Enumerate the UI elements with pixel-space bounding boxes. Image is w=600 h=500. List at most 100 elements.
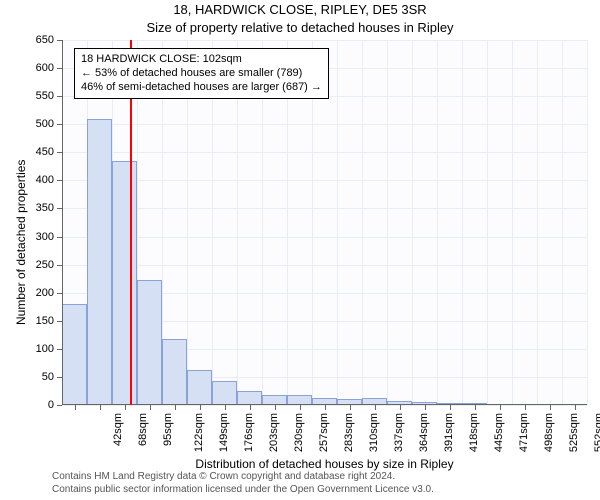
- ytick-label: 550: [22, 90, 54, 102]
- annotation-box: 18 HARDWICK CLOSE: 102sqm← 53% of detach…: [74, 48, 329, 99]
- gridline-h: [62, 124, 587, 125]
- gridline-v: [337, 40, 338, 405]
- ytick-label: 250: [22, 259, 54, 271]
- ytick-label: 100: [22, 343, 54, 355]
- ytick-mark: [57, 180, 62, 181]
- xtick-mark: [225, 405, 226, 410]
- xtick-mark: [550, 405, 551, 410]
- ytick-mark: [57, 96, 62, 97]
- xtick-label: 310sqm: [368, 413, 380, 452]
- xtick-mark: [275, 405, 276, 410]
- gridline-v: [362, 40, 363, 405]
- gridline-h: [62, 180, 587, 181]
- annotation-line-1: 18 HARDWICK CLOSE: 102sqm: [81, 53, 322, 67]
- xtick-label: 525sqm: [568, 413, 580, 452]
- xtick-mark: [75, 405, 76, 410]
- ytick-label: 650: [22, 34, 54, 46]
- xtick-label: 283sqm: [343, 413, 355, 452]
- ytick-label: 50: [22, 371, 54, 383]
- histogram-bar: [237, 391, 262, 405]
- gridline-v: [587, 40, 588, 405]
- footer-credits: Contains HM Land Registry data © Crown c…: [52, 470, 434, 496]
- annotation-line-2: ← 53% of detached houses are smaller (78…: [81, 67, 322, 81]
- ytick-label: 150: [22, 315, 54, 327]
- ytick-mark: [57, 265, 62, 266]
- ytick-mark: [57, 124, 62, 125]
- annotation-line-3: 46% of semi-detached houses are larger (…: [81, 81, 322, 95]
- gridline-h: [62, 208, 587, 209]
- xtick-label: 498sqm: [543, 413, 555, 452]
- xtick-mark: [150, 405, 151, 410]
- chart-root: 18, HARDWICK CLOSE, RIPLEY, DE5 3SR Size…: [0, 0, 600, 500]
- gridline-v: [437, 40, 438, 405]
- xtick-mark: [450, 405, 451, 410]
- gridline-h: [62, 152, 587, 153]
- ytick-mark: [57, 152, 62, 153]
- histogram-bar: [212, 381, 237, 405]
- xtick-label: 552sqm: [593, 413, 600, 452]
- ytick-mark: [57, 68, 62, 69]
- xtick-mark: [125, 405, 126, 410]
- xtick-mark: [200, 405, 201, 410]
- ytick-label: 400: [22, 174, 54, 186]
- xtick-mark: [300, 405, 301, 410]
- footer-line-2: Contains public sector information licen…: [52, 483, 434, 496]
- xtick-label: 122sqm: [193, 413, 205, 452]
- ytick-label: 200: [22, 287, 54, 299]
- x-axis-label: Distribution of detached houses by size …: [62, 457, 587, 471]
- plot-outer: 18 HARDWICK CLOSE: 102sqm← 53% of detach…: [62, 40, 587, 405]
- xtick-label: 471sqm: [518, 413, 530, 452]
- ytick-label: 500: [22, 118, 54, 130]
- gridline-h: [62, 237, 587, 238]
- xtick-mark: [475, 405, 476, 410]
- xtick-label: 445sqm: [493, 413, 505, 452]
- histogram-bar: [87, 119, 112, 405]
- chart-subtitle: Size of property relative to detached ho…: [0, 20, 600, 35]
- ytick-mark: [57, 377, 62, 378]
- ytick-mark: [57, 237, 62, 238]
- ytick-mark: [57, 293, 62, 294]
- xtick-label: 203sqm: [268, 413, 280, 452]
- xtick-label: 176sqm: [243, 413, 255, 452]
- xtick-mark: [375, 405, 376, 410]
- xtick-label: 418sqm: [468, 413, 480, 452]
- ytick-label: 600: [22, 62, 54, 74]
- ytick-label: 0: [22, 399, 54, 411]
- xtick-mark: [175, 405, 176, 410]
- gridline-v: [537, 40, 538, 405]
- xtick-mark: [325, 405, 326, 410]
- xtick-mark: [575, 405, 576, 410]
- histogram-bar: [137, 280, 162, 405]
- xtick-label: 149sqm: [218, 413, 230, 452]
- histogram-bar: [112, 161, 137, 405]
- xtick-label: 95sqm: [162, 413, 174, 446]
- xtick-mark: [350, 405, 351, 410]
- gridline-v: [512, 40, 513, 405]
- gridline-v: [487, 40, 488, 405]
- xtick-label: 337sqm: [393, 413, 405, 452]
- xtick-mark: [250, 405, 251, 410]
- ytick-mark: [57, 40, 62, 41]
- xtick-mark: [500, 405, 501, 410]
- gridline-v: [562, 40, 563, 405]
- xtick-label: 68sqm: [137, 413, 149, 446]
- histogram-bar: [187, 370, 212, 405]
- ytick-mark: [57, 349, 62, 350]
- ytick-mark: [57, 405, 62, 406]
- plot-area: 18 HARDWICK CLOSE: 102sqm← 53% of detach…: [62, 40, 587, 405]
- y-axis-line: [62, 40, 63, 405]
- ytick-mark: [57, 208, 62, 209]
- gridline-h: [62, 40, 587, 41]
- xtick-label: 42sqm: [112, 413, 124, 446]
- ytick-label: 450: [22, 146, 54, 158]
- ytick-mark: [57, 321, 62, 322]
- gridline-v: [462, 40, 463, 405]
- ytick-label: 350: [22, 202, 54, 214]
- xtick-mark: [525, 405, 526, 410]
- xtick-mark: [100, 405, 101, 410]
- histogram-bar: [162, 339, 187, 405]
- gridline-h: [62, 265, 587, 266]
- footer-line-1: Contains HM Land Registry data © Crown c…: [52, 470, 434, 483]
- gridline-v: [412, 40, 413, 405]
- xtick-label: 364sqm: [418, 413, 430, 452]
